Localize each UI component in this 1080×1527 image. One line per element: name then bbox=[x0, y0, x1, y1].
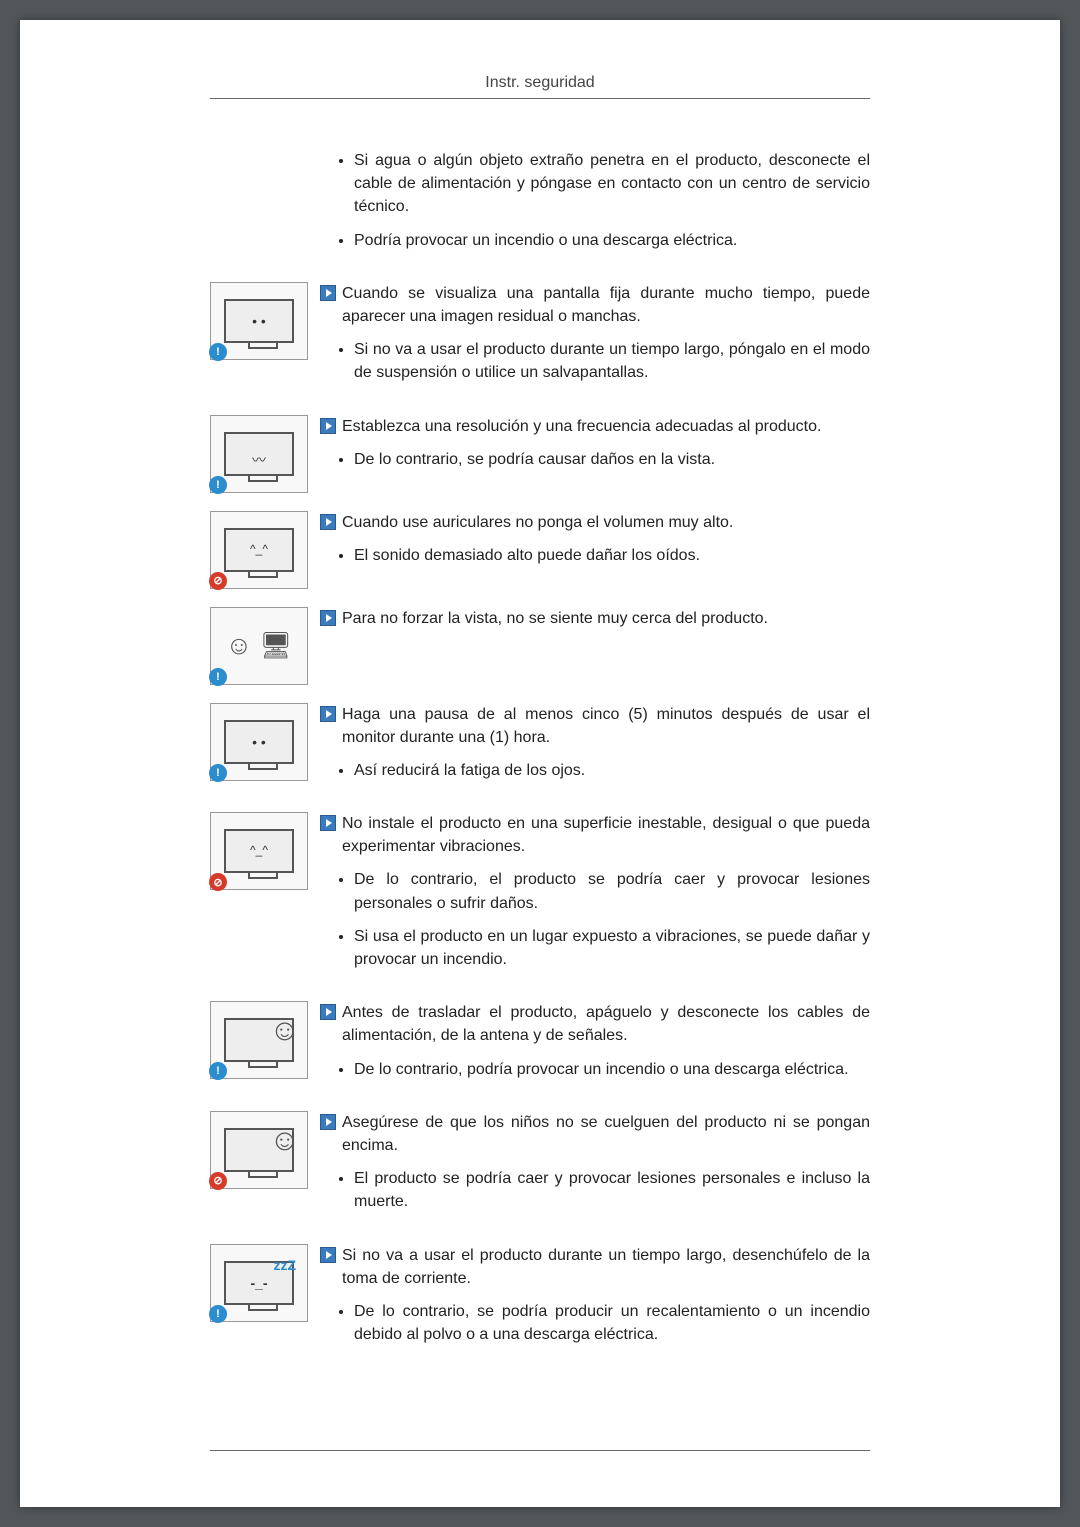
section-heading: Cuando use auriculares no ponga el volum… bbox=[320, 511, 870, 534]
arrow-icon bbox=[320, 418, 336, 434]
arrow-icon bbox=[320, 706, 336, 722]
bullet-list: De lo contrario, se podría causar daños … bbox=[320, 448, 870, 471]
heading-text: Cuando se visualiza una pantalla fija du… bbox=[342, 282, 870, 328]
bullet-list: Si agua o algún objeto extraño penetra e… bbox=[320, 149, 870, 252]
safety-icon: ! bbox=[210, 703, 308, 781]
arrow-icon bbox=[320, 1114, 336, 1130]
bullet-item: De lo contrario, el producto se podría c… bbox=[354, 868, 870, 914]
text-column: No instale el producto en una superficie… bbox=[320, 812, 870, 983]
text-column: Asegúrese de que los niños no se cuelgue… bbox=[320, 1111, 870, 1226]
icon-column: ⊘ bbox=[210, 812, 320, 890]
icon-column: ☺ 🖥! bbox=[210, 607, 320, 685]
safety-icon: ⊘ bbox=[210, 1111, 308, 1189]
section-heading: Asegúrese de que los niños no se cuelgue… bbox=[320, 1111, 870, 1157]
content-area: Si agua o algún objeto extraño penetra e… bbox=[210, 149, 870, 1358]
text-column: Haga una pausa de al menos cinco (5) min… bbox=[320, 703, 870, 795]
bullet-list: De lo contrario, el producto se podría c… bbox=[320, 868, 870, 971]
text-column: Si agua o algún objeto extraño penetra e… bbox=[320, 149, 870, 264]
arrow-icon bbox=[320, 285, 336, 301]
bullet-list: De lo contrario, podría provocar un ince… bbox=[320, 1058, 870, 1081]
badge-icon: ! bbox=[209, 476, 227, 494]
bullet-item: De lo contrario, podría provocar un ince… bbox=[354, 1058, 870, 1081]
badge-icon: ! bbox=[209, 764, 227, 782]
bullet-list: El producto se podría caer y provocar le… bbox=[320, 1167, 870, 1213]
text-column: Establezca una resolución y una frecuenc… bbox=[320, 415, 870, 483]
icon-column: ⊘ bbox=[210, 511, 320, 589]
bullet-list: Así reducirá la fatiga de los ojos. bbox=[320, 759, 870, 782]
page-title: Instr. seguridad bbox=[210, 74, 870, 92]
safety-icon: ! bbox=[210, 415, 308, 493]
icon-column: ! bbox=[210, 1001, 320, 1079]
safety-section: ! Establezca una resolución y una frecuen… bbox=[210, 415, 870, 493]
badge-icon: ⊘ bbox=[209, 572, 227, 590]
safety-section: ! Cuando se visualiza una pantalla fija d… bbox=[210, 282, 870, 397]
section-heading: Establezca una resolución y una frecuenc… bbox=[320, 415, 870, 438]
safety-icon: ⊘ bbox=[210, 511, 308, 589]
header-divider bbox=[210, 98, 870, 99]
text-column: Si no va a usar el producto durante un t… bbox=[320, 1244, 870, 1359]
text-column: Cuando use auriculares no ponga el volum… bbox=[320, 511, 870, 579]
bullet-item: Si agua o algún objeto extraño penetra e… bbox=[354, 149, 870, 219]
badge-icon: ⊘ bbox=[209, 1172, 227, 1190]
badge-icon: ! bbox=[209, 1062, 227, 1080]
bullet-item: El sonido demasiado alto puede dañar los… bbox=[354, 544, 870, 567]
safety-icon: ! bbox=[210, 282, 308, 360]
bullet-item: De lo contrario, se podría producir un r… bbox=[354, 1300, 870, 1346]
bullet-item: Así reducirá la fatiga de los ojos. bbox=[354, 759, 870, 782]
icon-column: ! bbox=[210, 282, 320, 360]
heading-text: Establezca una resolución y una frecuenc… bbox=[342, 415, 821, 438]
arrow-icon bbox=[320, 815, 336, 831]
safety-section: ⊘ Asegúrese de que los niños no se cuelgu… bbox=[210, 1111, 870, 1226]
section-heading: No instale el producto en una superficie… bbox=[320, 812, 870, 858]
section-heading: Cuando se visualiza una pantalla fija du… bbox=[320, 282, 870, 328]
heading-text: No instale el producto en una superficie… bbox=[342, 812, 870, 858]
badge-icon: ! bbox=[209, 1305, 227, 1323]
heading-text: Haga una pausa de al menos cinco (5) min… bbox=[342, 703, 870, 749]
arrow-icon bbox=[320, 610, 336, 626]
safety-section: ☺ 🖥! Para no forzar la vista, no se sient… bbox=[210, 607, 870, 685]
bullet-list: De lo contrario, se podría producir un r… bbox=[320, 1300, 870, 1346]
safety-icon: zzZ! bbox=[210, 1244, 308, 1322]
bullet-item: El producto se podría caer y provocar le… bbox=[354, 1167, 870, 1213]
icon-column: ! bbox=[210, 703, 320, 781]
bullet-item: De lo contrario, se podría causar daños … bbox=[354, 448, 870, 471]
badge-icon: ! bbox=[209, 668, 227, 686]
safety-icon: ! bbox=[210, 1001, 308, 1079]
document-page: Instr. seguridad Si agua o algún objeto … bbox=[20, 20, 1060, 1507]
heading-text: Para no forzar la vista, no se siente mu… bbox=[342, 607, 768, 630]
heading-text: Si no va a usar el producto durante un t… bbox=[342, 1244, 870, 1290]
safety-section: Si agua o algún objeto extraño penetra e… bbox=[210, 149, 870, 264]
section-heading: Antes de trasladar el producto, apáguelo… bbox=[320, 1001, 870, 1047]
safety-section: ⊘ Cuando use auriculares no ponga el volu… bbox=[210, 511, 870, 589]
safety-icon: ☺ 🖥! bbox=[210, 607, 308, 685]
section-heading: Haga una pausa de al menos cinco (5) min… bbox=[320, 703, 870, 749]
arrow-icon bbox=[320, 514, 336, 530]
arrow-icon bbox=[320, 1247, 336, 1263]
badge-icon: ⊘ bbox=[209, 873, 227, 891]
bullet-list: Si no va a usar el producto durante un t… bbox=[320, 338, 870, 384]
safety-section: zzZ! Si no va a usar el producto durante … bbox=[210, 1244, 870, 1359]
safety-section: ! Haga una pausa de al menos cinco (5) mi… bbox=[210, 703, 870, 795]
footer-divider bbox=[210, 1450, 870, 1451]
badge-icon: ! bbox=[209, 343, 227, 361]
text-column: Cuando se visualiza una pantalla fija du… bbox=[320, 282, 870, 397]
bullet-list: El sonido demasiado alto puede dañar los… bbox=[320, 544, 870, 567]
arrow-icon bbox=[320, 1004, 336, 1020]
section-heading: Si no va a usar el producto durante un t… bbox=[320, 1244, 870, 1290]
safety-section: ⊘ No instale el producto en una superfici… bbox=[210, 812, 870, 983]
bullet-item: Si usa el producto en un lugar expuesto … bbox=[354, 925, 870, 971]
heading-text: Antes de trasladar el producto, apáguelo… bbox=[342, 1001, 870, 1047]
bullet-item: Podría provocar un incendio o una descar… bbox=[354, 229, 870, 252]
heading-text: Cuando use auriculares no ponga el volum… bbox=[342, 511, 733, 534]
bullet-item: Si no va a usar el producto durante un t… bbox=[354, 338, 870, 384]
text-column: Antes de trasladar el producto, apáguelo… bbox=[320, 1001, 870, 1093]
icon-column: ! bbox=[210, 415, 320, 493]
safety-icon: ⊘ bbox=[210, 812, 308, 890]
section-heading: Para no forzar la vista, no se siente mu… bbox=[320, 607, 870, 630]
safety-section: ! Antes de trasladar el producto, apáguel… bbox=[210, 1001, 870, 1093]
text-column: Para no forzar la vista, no se siente mu… bbox=[320, 607, 870, 640]
heading-text: Asegúrese de que los niños no se cuelgue… bbox=[342, 1111, 870, 1157]
icon-column: ⊘ bbox=[210, 1111, 320, 1189]
icon-column: zzZ! bbox=[210, 1244, 320, 1322]
